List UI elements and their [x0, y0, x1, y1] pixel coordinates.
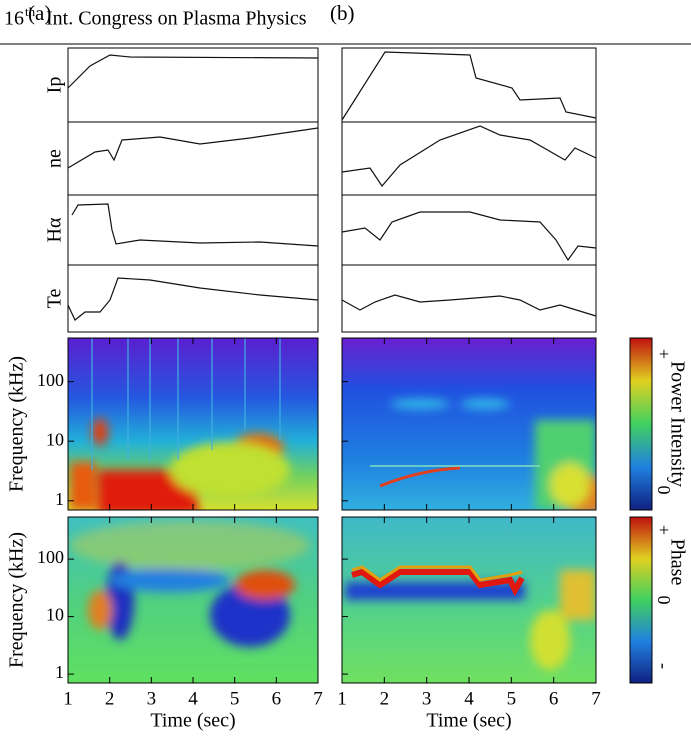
- trace-panels: [67, 47, 597, 333]
- x-tick-label: 7: [313, 688, 323, 709]
- x-tick-label: 5: [230, 688, 240, 709]
- panel-label: (b): [330, 1, 355, 25]
- header-title: Int. Congress on Plasma Physics: [46, 8, 307, 30]
- colorbar: [629, 516, 653, 684]
- trace-label: ne: [44, 149, 66, 168]
- colorbar-tick: 0: [654, 596, 674, 605]
- x-tick-label: 1: [63, 688, 73, 709]
- header-ordinal: th: [25, 4, 36, 19]
- colorbar-title: Phase: [666, 539, 688, 586]
- y-tick-label: 10: [46, 605, 64, 625]
- x-tick-label: 3: [422, 688, 432, 709]
- colorbar-tick: 0: [654, 486, 674, 495]
- y-axis-label: Frequency (kHz): [6, 356, 28, 492]
- colorbar: [629, 337, 653, 511]
- x-tick-label: 7: [591, 688, 601, 709]
- colorbar-tick: -: [654, 663, 674, 669]
- y-tick-label: 100: [37, 547, 64, 567]
- y-tick-label: 100: [37, 370, 64, 390]
- x-tick-label: 4: [188, 688, 198, 709]
- phase-spectrogram: [342, 517, 596, 683]
- y-axis-label: Frequency (kHz): [6, 532, 28, 668]
- header-number: 16: [4, 8, 24, 30]
- trace-label: Ip: [44, 77, 66, 94]
- x-axis-label: Time (sec): [426, 710, 511, 732]
- colorbar-title: Power Intensity: [666, 361, 688, 487]
- x-tick-label: 2: [380, 688, 390, 709]
- x-axis-label: Time (sec): [150, 710, 235, 732]
- trace-label: Te: [44, 289, 66, 309]
- x-tick-label: 2: [105, 688, 115, 709]
- y-tick-label: 10: [46, 429, 64, 449]
- colorbar-tick: +: [654, 349, 674, 359]
- power-spectrogram: [68, 338, 318, 510]
- x-tick-label: 5: [507, 688, 517, 709]
- phase-spectrogram: [68, 517, 318, 683]
- colorbar-tick: +: [654, 525, 674, 535]
- y-tick-label: 1: [55, 489, 64, 509]
- trace-label: Hα: [44, 217, 66, 242]
- x-tick-label: 3: [147, 688, 157, 709]
- x-tick-label: 1: [337, 688, 347, 709]
- panel-label: (a): [28, 1, 51, 25]
- x-tick-label: 6: [272, 688, 282, 709]
- x-tick-label: 6: [549, 688, 559, 709]
- y-tick-label: 1: [55, 662, 64, 682]
- x-tick-label: 4: [464, 688, 474, 709]
- power-spectrogram: [342, 338, 596, 510]
